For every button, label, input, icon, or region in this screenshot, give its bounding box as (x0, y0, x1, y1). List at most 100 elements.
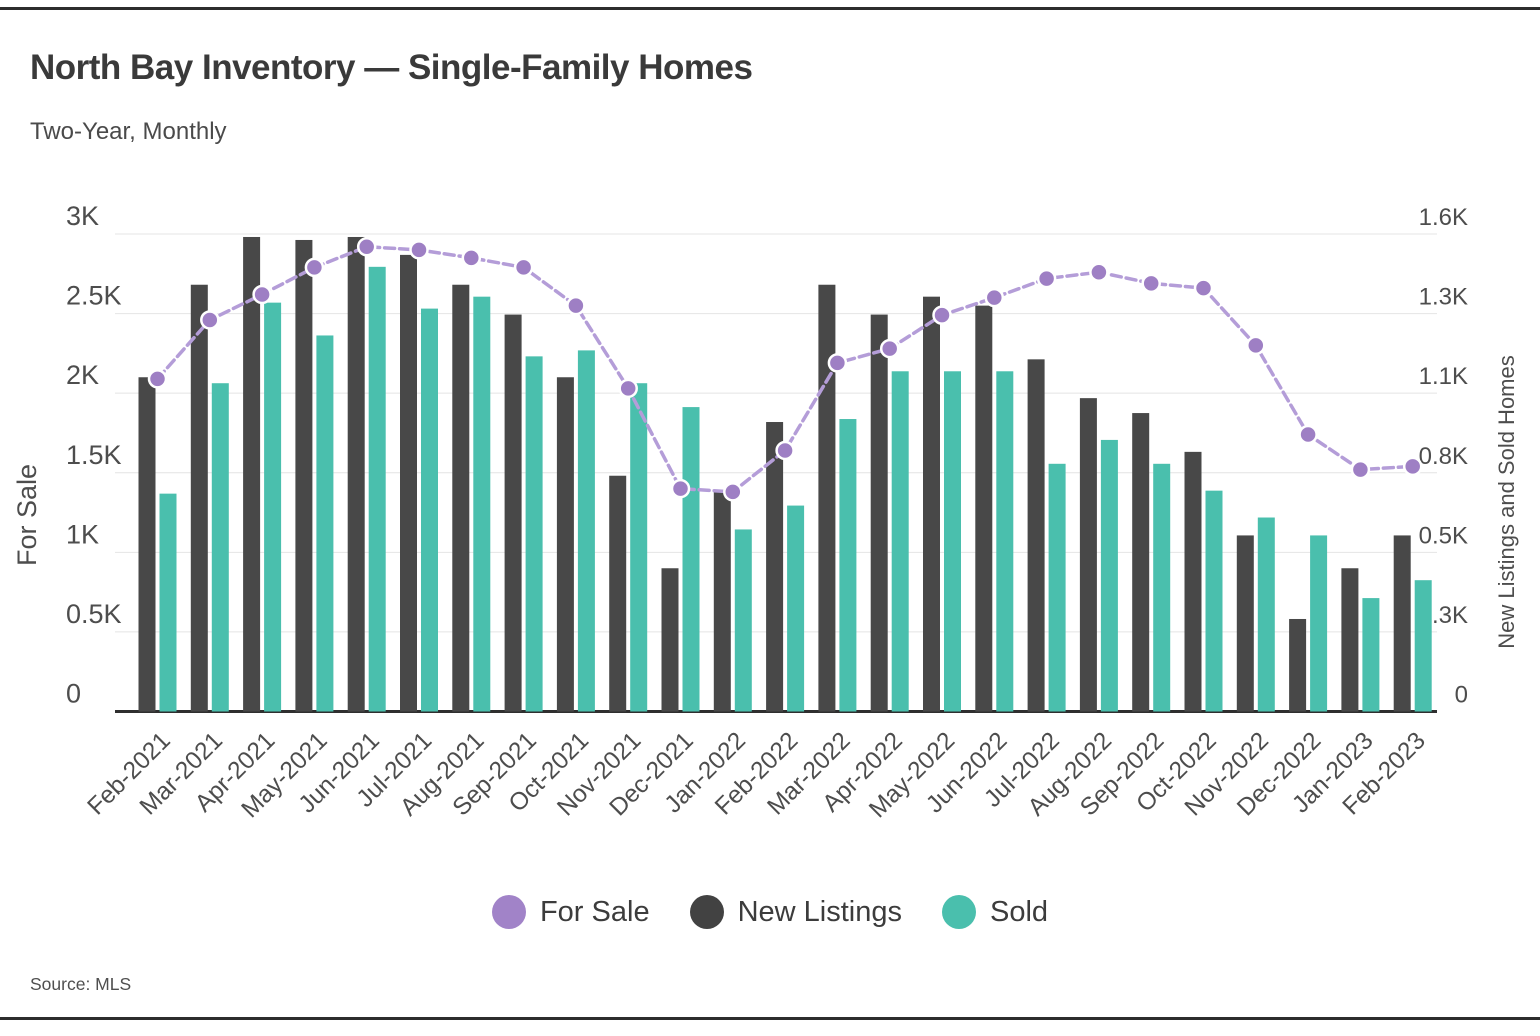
left-axis-tick: 0.5K (66, 599, 122, 629)
for-sale-point-May-2022 (932, 305, 952, 325)
bar-new-listings-Jul-2021 (400, 254, 417, 712)
bar-sold-Feb-2021 (159, 493, 177, 712)
for-sale-point-Nov-2022 (1246, 335, 1266, 356)
bar-sold-Oct-2022 (1205, 490, 1223, 712)
for-sale-point-Oct-2022 (1193, 278, 1214, 298)
legend-item-new-listings: New Listings (689, 895, 902, 929)
for-sale-point-Mar-2021 (200, 310, 220, 330)
for-sale-point-Apr-2022 (879, 338, 900, 359)
bar-new-listings-Aug-2022 (1079, 398, 1097, 712)
bar-sold-May-2021 (316, 335, 334, 712)
bar-new-listings-Aug-2021 (452, 284, 470, 712)
bar-new-listings-Oct-2022 (1184, 451, 1202, 712)
left-axis-title: For Sale (12, 464, 42, 566)
bar-new-listings-Mar-2022 (818, 284, 836, 712)
right-axis-tick: 0.8K (1419, 443, 1468, 470)
legend: For Sale New Listings Sold (0, 895, 1540, 929)
bar-sold-Sep-2021 (525, 356, 543, 712)
source-note: Source: MLS (30, 974, 132, 994)
bar-new-listings-Dec-2021 (661, 568, 679, 712)
bar-new-listings-Jul-2022 (1027, 359, 1045, 712)
for-sale-point-Dec-2021 (670, 478, 691, 499)
bar-sold-Dec-2022 (1310, 535, 1328, 712)
legend-label: Sold (989, 895, 1049, 928)
for-sale-point-May-2021 (304, 257, 325, 278)
left-axis-tick: 3K (66, 201, 99, 231)
bar-new-listings-Dec-2022 (1289, 618, 1307, 712)
top-rule (0, 7, 1540, 10)
left-axis-tick: 1K (66, 519, 99, 549)
bar-sold-Jun-2022 (996, 371, 1014, 712)
bar-new-listings-Nov-2021 (609, 475, 627, 712)
for-sale-point-Feb-2022 (775, 440, 795, 461)
bar-new-listings-Feb-2022 (766, 422, 784, 712)
chart-subtitle: Two-Year, Monthly (30, 118, 227, 145)
bar-new-listings-Apr-2021 (243, 236, 261, 712)
bar-sold-Jun-2021 (368, 266, 386, 712)
bar-new-listings-Oct-2021 (556, 377, 574, 712)
for-sale-point-Dec-2022 (1298, 424, 1318, 445)
for-sale-point-Oct-2021 (566, 295, 586, 316)
for-sale-point-Sep-2022 (1141, 273, 1161, 294)
left-axis-tick: 2K (66, 360, 99, 390)
right-axis-tick: 1.1K (1419, 363, 1468, 390)
for-sale-point-Jul-2022 (1036, 268, 1057, 289)
legend-swatch-icon (941, 895, 976, 929)
bar-sold-Apr-2022 (891, 371, 909, 712)
bar-new-listings-Jun-2022 (975, 305, 993, 712)
for-sale-point-Jun-2022 (984, 287, 1005, 308)
for-sale-point-Jul-2021 (409, 240, 429, 260)
right-axis-tick: 0.5K (1419, 522, 1468, 549)
for-sale-point-Feb-2021 (147, 369, 168, 389)
bar-new-listings-May-2022 (923, 296, 940, 712)
bar-new-listings-Mar-2021 (190, 284, 208, 712)
legend-swatch-icon (689, 895, 724, 929)
bar-sold-Jul-2022 (1048, 463, 1066, 712)
chart-title: North Bay Inventory — Single-Family Home… (30, 48, 753, 87)
bar-sold-Jan-2023 (1362, 598, 1380, 712)
bar-sold-Oct-2021 (577, 350, 595, 712)
bar-sold-Nov-2021 (630, 383, 648, 712)
bottom-rule (0, 1017, 1540, 1020)
bar-sold-Jul-2021 (421, 308, 438, 712)
right-axis-tick: 1.6K (1419, 204, 1468, 231)
left-axis-tick: 1.5K (66, 440, 122, 470)
for-sale-point-Aug-2021 (461, 248, 482, 268)
bar-sold-Aug-2022 (1100, 439, 1118, 712)
for-sale-point-Sep-2021 (513, 257, 534, 278)
bar-new-listings-May-2021 (295, 239, 313, 712)
legend-label: For Sale (539, 895, 650, 928)
legend-label: New Listings (737, 895, 902, 928)
bar-new-listings-Jun-2021 (347, 236, 365, 712)
left-axis-tick: 2.5K (66, 281, 122, 311)
for-sale-point-Aug-2022 (1089, 262, 1109, 282)
for-sale-point-Apr-2021 (252, 284, 272, 305)
bar-sold-Feb-2022 (787, 505, 805, 712)
bar-new-listings-Jan-2022 (713, 490, 731, 712)
right-axis-title: New Listings and Sold Homes (1494, 355, 1519, 648)
legend-item-for-sale: For Sale (491, 895, 650, 929)
for-sale-point-Mar-2022 (827, 353, 848, 373)
bar-sold-Sep-2022 (1153, 463, 1171, 712)
bar-new-listings-Apr-2022 (870, 314, 888, 712)
right-axis-tick: 0 (1455, 682, 1468, 709)
bar-new-listings-Feb-2023 (1393, 535, 1411, 712)
left-axis-tick: 0 (66, 679, 81, 709)
bar-sold-Mar-2022 (839, 419, 857, 712)
bar-new-listings-Sep-2021 (504, 314, 522, 712)
bar-sold-Nov-2022 (1257, 517, 1275, 712)
bar-sold-Apr-2021 (264, 302, 282, 712)
right-axis-tick: 1.3K (1419, 284, 1468, 311)
bar-new-listings-Feb-2021 (138, 377, 156, 712)
bar-new-listings-Nov-2022 (1236, 535, 1254, 712)
legend-item-sold: Sold (941, 895, 1049, 929)
bar-sold-Feb-2023 (1414, 580, 1432, 712)
bar-sold-Dec-2021 (682, 407, 700, 712)
bar-new-listings-Jan-2023 (1341, 568, 1359, 712)
for-sale-point-Feb-2023 (1402, 456, 1423, 477)
for-sale-point-Jun-2021 (356, 236, 377, 257)
for-sale-point-Nov-2021 (618, 378, 638, 399)
legend-swatch-icon (491, 895, 526, 929)
